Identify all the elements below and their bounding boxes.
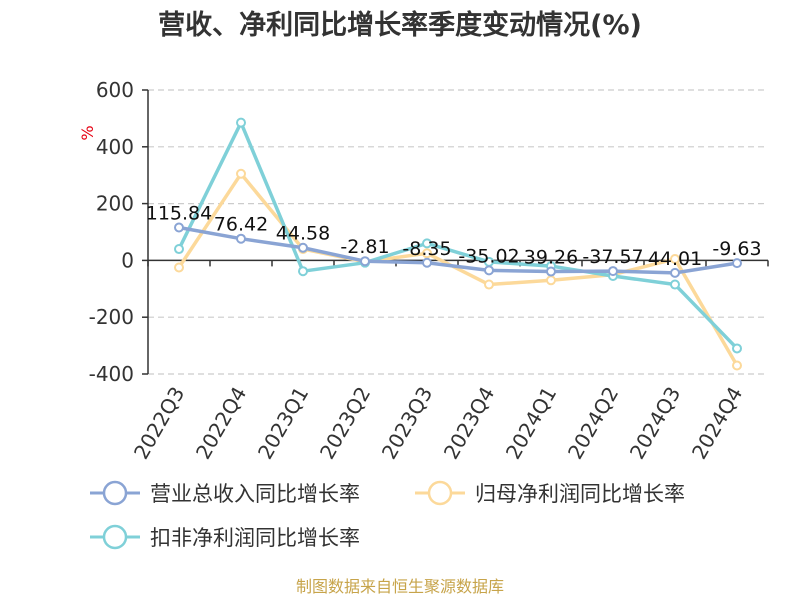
- x-tick-label: 2024Q3: [625, 383, 685, 464]
- data-point[interactable]: [174, 222, 184, 233]
- data-point[interactable]: [236, 168, 246, 179]
- legend-marker: [427, 480, 453, 506]
- y-tick-label: -200: [89, 305, 134, 329]
- y-tick-label: 0: [121, 248, 134, 272]
- x-tick-label: 2022Q4: [191, 383, 251, 464]
- data-point[interactable]: [546, 266, 556, 277]
- data-label: 39.26: [524, 247, 578, 269]
- data-point[interactable]: [422, 238, 432, 249]
- legend-label: 归母净利润同比增长率: [475, 482, 685, 506]
- x-tick-label: 2023Q1: [253, 383, 313, 464]
- y-axis-unit: %: [78, 125, 97, 140]
- y-tick-label: 400: [96, 135, 134, 159]
- legend-label: 营业总收入同比增长率: [150, 482, 360, 506]
- x-tick-label: 2022Q3: [129, 383, 189, 464]
- data-label: 44.01: [648, 248, 702, 270]
- x-tick-label: 2024Q2: [563, 383, 623, 464]
- series-line: [177, 120, 739, 350]
- series-line: [177, 172, 739, 367]
- x-tick-label: 2023Q4: [439, 383, 499, 464]
- data-label: -35.02: [458, 245, 519, 267]
- series-lines: [174, 117, 742, 371]
- data-point[interactable]: [298, 266, 308, 277]
- data-point[interactable]: [236, 233, 246, 244]
- data-point[interactable]: [608, 266, 618, 277]
- data-point[interactable]: [484, 265, 494, 276]
- data-point[interactable]: [174, 262, 184, 273]
- y-tick-label: 200: [96, 192, 134, 216]
- chart-title: 营收、净利同比增长率季度变动情况(%): [158, 9, 642, 41]
- data-point[interactable]: [174, 244, 184, 255]
- data-label: -8.35: [402, 238, 451, 260]
- x-tick-label: 2024Q1: [501, 383, 561, 464]
- data-point[interactable]: [732, 343, 742, 354]
- legend-item[interactable]: 扣非净利润同比增长率: [90, 524, 360, 550]
- legend-marker: [102, 524, 128, 550]
- legend-item[interactable]: 归母净利润同比增长率: [415, 480, 685, 506]
- legend-marker: [102, 480, 128, 506]
- legend-label: 扣非净利润同比增长率: [150, 526, 360, 550]
- data-point[interactable]: [298, 242, 308, 253]
- data-point[interactable]: [546, 275, 556, 286]
- data-point[interactable]: [236, 117, 246, 128]
- data-point[interactable]: [422, 257, 432, 268]
- data-point[interactable]: [670, 267, 680, 278]
- data-label: 76.42: [214, 214, 268, 236]
- data-point[interactable]: [670, 253, 680, 264]
- data-label: -2.81: [340, 236, 389, 258]
- x-tick-label: 2024Q4: [687, 383, 747, 464]
- legend-item[interactable]: 营业总收入同比增长率: [90, 480, 360, 506]
- data-label: 115.84: [146, 203, 212, 225]
- data-point[interactable]: [422, 248, 432, 259]
- x-tick-label: 2023Q3: [377, 383, 437, 464]
- data-point[interactable]: [670, 279, 680, 290]
- data-point[interactable]: [732, 258, 742, 269]
- series-line: [178, 225, 738, 275]
- data-point[interactable]: [360, 256, 370, 267]
- source-note: 制图数据来自恒生聚源数据库: [296, 577, 504, 596]
- data-label: -9.63: [712, 238, 761, 260]
- data-label: 44.58: [276, 223, 330, 245]
- data-point[interactable]: [484, 279, 494, 290]
- x-tick-label: 2023Q2: [315, 383, 375, 464]
- data-point[interactable]: [732, 360, 742, 371]
- y-tick-label: 600: [96, 78, 134, 102]
- data-label: -37.57: [582, 246, 643, 268]
- y-tick-label: -400: [89, 362, 134, 386]
